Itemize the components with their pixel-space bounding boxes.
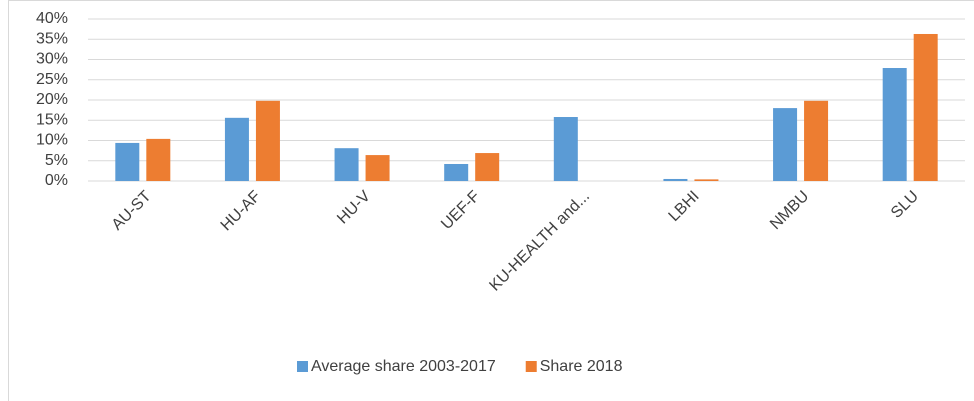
y-tick-label: 35% xyxy=(36,30,68,47)
bar xyxy=(804,100,829,181)
bar xyxy=(553,117,578,181)
chart-border xyxy=(8,0,974,401)
bar xyxy=(663,178,688,181)
x-tick-label: HU-V xyxy=(334,188,374,228)
x-tick-label: KU-HEALTH and... xyxy=(486,188,593,295)
y-tick-label: 0% xyxy=(45,172,68,189)
y-tick-label: 20% xyxy=(36,91,68,108)
x-tick-label: UEF-F xyxy=(438,188,483,233)
bar xyxy=(146,138,171,181)
x-tick-label: SLU xyxy=(888,188,922,222)
y-tick-label: 40% xyxy=(36,10,68,27)
legend-label: Average share 2003-2017 xyxy=(311,358,496,375)
bar xyxy=(444,163,469,181)
y-tick-label: 5% xyxy=(45,152,68,169)
y-tick-label: 30% xyxy=(36,51,68,68)
bar xyxy=(224,117,249,181)
legend-label: Share 2018 xyxy=(540,358,623,375)
bar xyxy=(882,68,907,181)
bar xyxy=(773,108,798,181)
legend-swatch xyxy=(297,361,308,372)
x-tick-label: NMBU xyxy=(767,188,812,233)
legend-swatch xyxy=(525,361,537,372)
x-tick-label: HU-AF xyxy=(218,188,265,235)
bar xyxy=(694,179,719,181)
y-tick-label: 10% xyxy=(36,132,68,149)
bar xyxy=(334,148,359,181)
bar xyxy=(913,33,938,181)
bar xyxy=(115,142,140,181)
bar xyxy=(255,100,280,181)
bar xyxy=(365,155,390,181)
x-tick-label: LBHI xyxy=(666,188,703,225)
x-tick-label: AU-ST xyxy=(109,188,155,234)
bar xyxy=(475,153,500,181)
y-tick-label: 25% xyxy=(36,71,68,88)
y-tick-label: 15% xyxy=(36,111,68,128)
